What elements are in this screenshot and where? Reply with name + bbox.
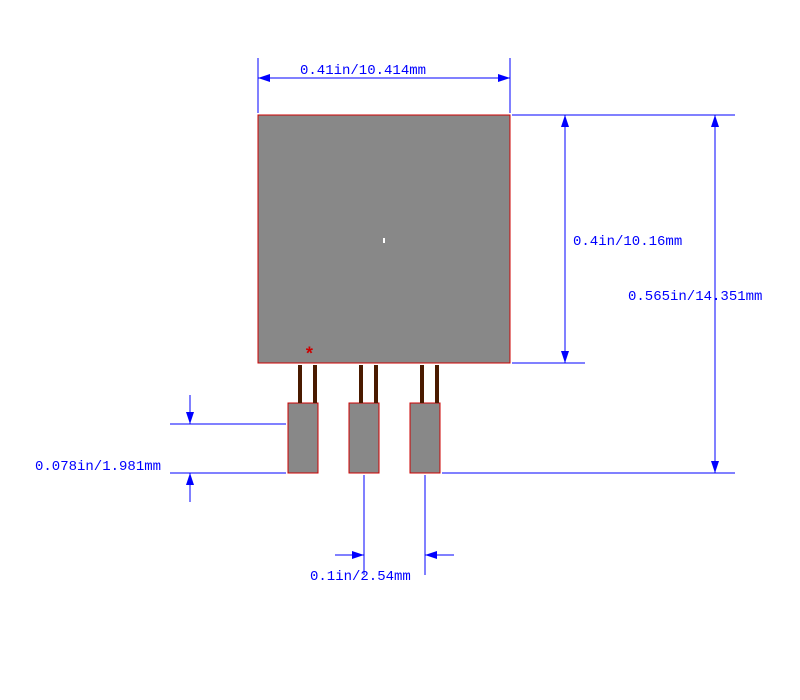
dim-pad-gap: 0.078in/1.981mm	[35, 395, 286, 502]
dim-pad-gap-label: 0.078in/1.981mm	[35, 459, 161, 475]
pin1-marker: *	[304, 346, 315, 366]
dim-height-body-label: 0.4in/10.16mm	[573, 234, 682, 250]
pads	[288, 403, 440, 473]
dim-pitch-label: 0.1in/2.54mm	[310, 569, 411, 585]
dim-width-top: 0.41in/10.414mm	[258, 58, 510, 113]
dim-height-body: 0.4in/10.16mm	[512, 115, 682, 363]
dim-height-full-label: 0.565in/14.351mm	[628, 289, 762, 305]
leads	[298, 365, 439, 403]
dim-pitch: 0.1in/2.54mm	[310, 475, 454, 585]
dim-width-top-label: 0.41in/10.414mm	[300, 63, 426, 79]
dimension-drawing: * 0.41in/10.414mm 0.4in/10.16mm 0.565in/…	[0, 0, 800, 700]
center-mark	[383, 238, 385, 243]
